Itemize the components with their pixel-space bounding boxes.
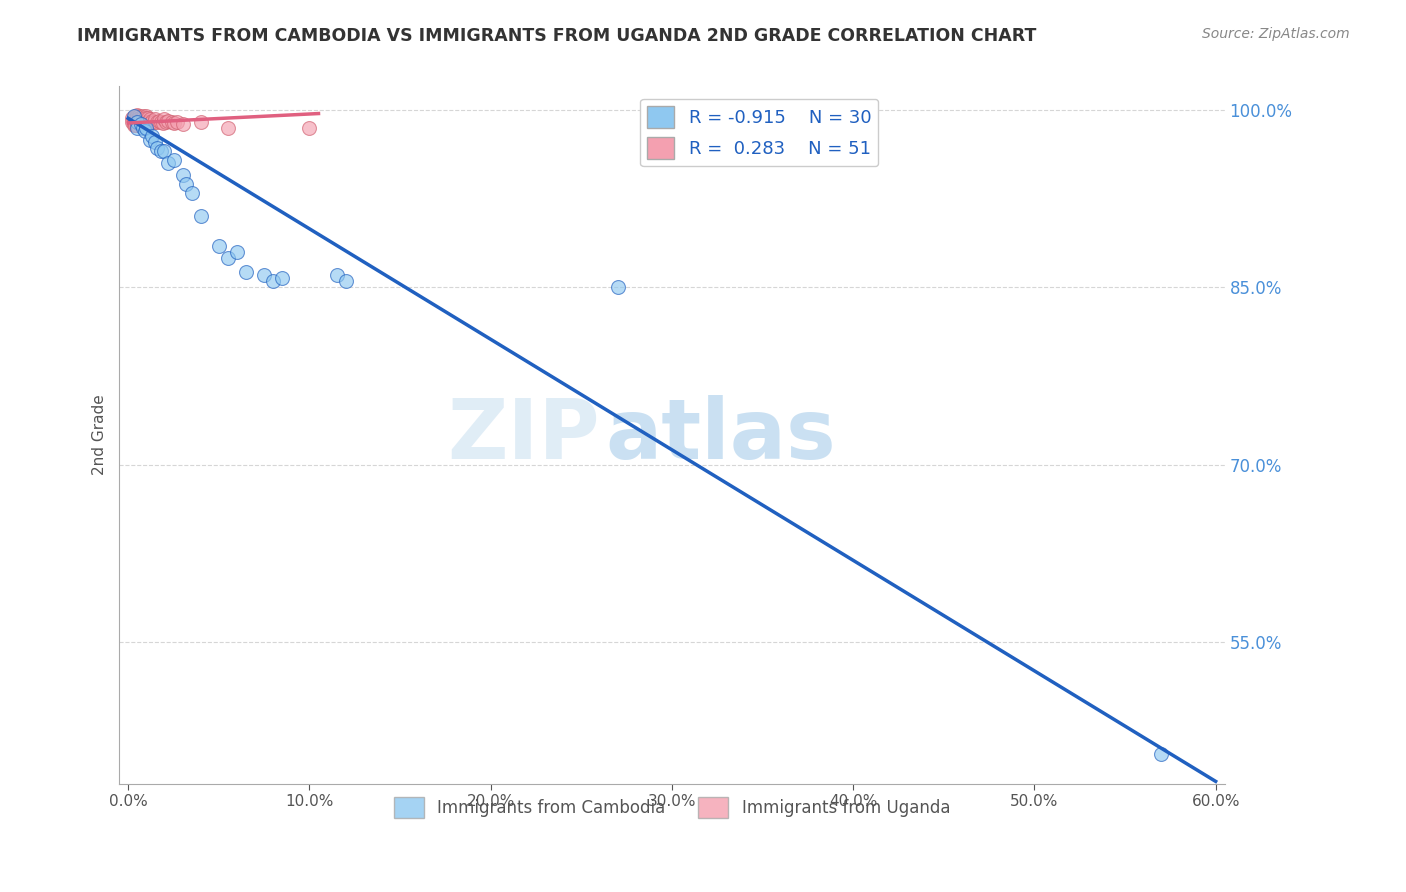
- Point: [128, 117, 150, 131]
- Point: [127, 108, 149, 122]
- Point: [141, 128, 163, 143]
- Point: [131, 120, 153, 135]
- Point: [127, 112, 149, 127]
- Point: [135, 112, 157, 126]
- Point: [153, 112, 176, 127]
- Point: [124, 112, 146, 127]
- Point: [135, 109, 157, 123]
- Point: [298, 120, 321, 135]
- Point: [172, 117, 194, 131]
- Point: [217, 251, 239, 265]
- Point: [121, 115, 143, 129]
- Point: [149, 145, 172, 159]
- Point: [262, 274, 284, 288]
- Point: [1150, 747, 1173, 761]
- Legend: Immigrants from Cambodia, Immigrants from Uganda: Immigrants from Cambodia, Immigrants fro…: [387, 790, 957, 824]
- Point: [129, 112, 152, 127]
- Point: [134, 115, 156, 129]
- Point: [139, 116, 162, 130]
- Point: [180, 186, 202, 200]
- Point: [152, 116, 174, 130]
- Point: [226, 244, 249, 259]
- Point: [127, 115, 149, 129]
- Point: [253, 268, 276, 283]
- Point: [145, 112, 167, 127]
- Point: [122, 119, 145, 133]
- Point: [162, 153, 184, 167]
- Point: [131, 112, 153, 126]
- Point: [129, 117, 152, 131]
- Point: [122, 115, 145, 129]
- Point: [136, 115, 159, 129]
- Point: [166, 115, 188, 129]
- Point: [128, 112, 150, 126]
- Point: [325, 268, 347, 283]
- Point: [131, 115, 153, 129]
- Point: [135, 120, 157, 135]
- Point: [157, 156, 180, 170]
- Point: [335, 274, 357, 288]
- Point: [139, 132, 162, 146]
- Text: Source: ZipAtlas.com: Source: ZipAtlas.com: [1202, 27, 1350, 41]
- Point: [160, 115, 183, 129]
- Point: [122, 112, 145, 127]
- Point: [235, 265, 257, 279]
- Point: [124, 115, 146, 129]
- Point: [127, 115, 149, 129]
- Point: [153, 145, 176, 159]
- Point: [127, 120, 149, 135]
- Text: IMMIGRANTS FROM CAMBODIA VS IMMIGRANTS FROM UGANDA 2ND GRADE CORRELATION CHART: IMMIGRANTS FROM CAMBODIA VS IMMIGRANTS F…: [77, 27, 1036, 45]
- Point: [134, 124, 156, 138]
- Point: [208, 239, 231, 253]
- Point: [148, 113, 170, 128]
- Point: [131, 109, 153, 123]
- Point: [129, 116, 152, 130]
- Point: [127, 119, 149, 133]
- Point: [172, 168, 194, 182]
- Point: [124, 110, 146, 124]
- Point: [149, 115, 172, 129]
- Point: [271, 270, 294, 285]
- Text: ZIP: ZIP: [447, 394, 600, 475]
- Point: [162, 116, 184, 130]
- Point: [122, 110, 145, 124]
- Point: [142, 115, 165, 129]
- Point: [145, 135, 167, 149]
- Text: atlas: atlas: [606, 394, 837, 475]
- Point: [128, 113, 150, 128]
- Point: [146, 115, 169, 129]
- Point: [139, 112, 162, 127]
- Y-axis label: 2nd Grade: 2nd Grade: [93, 394, 107, 475]
- Point: [155, 115, 177, 129]
- Point: [124, 119, 146, 133]
- Point: [134, 112, 156, 126]
- Point: [606, 280, 628, 294]
- Point: [136, 112, 159, 126]
- Point: [190, 210, 212, 224]
- Point: [128, 109, 150, 123]
- Point: [146, 141, 169, 155]
- Point: [141, 113, 163, 128]
- Point: [135, 115, 157, 129]
- Point: [127, 110, 149, 124]
- Point: [174, 178, 197, 192]
- Point: [190, 115, 212, 129]
- Point: [157, 113, 180, 128]
- Point: [122, 109, 145, 123]
- Point: [121, 112, 143, 126]
- Point: [129, 110, 152, 124]
- Point: [217, 120, 239, 135]
